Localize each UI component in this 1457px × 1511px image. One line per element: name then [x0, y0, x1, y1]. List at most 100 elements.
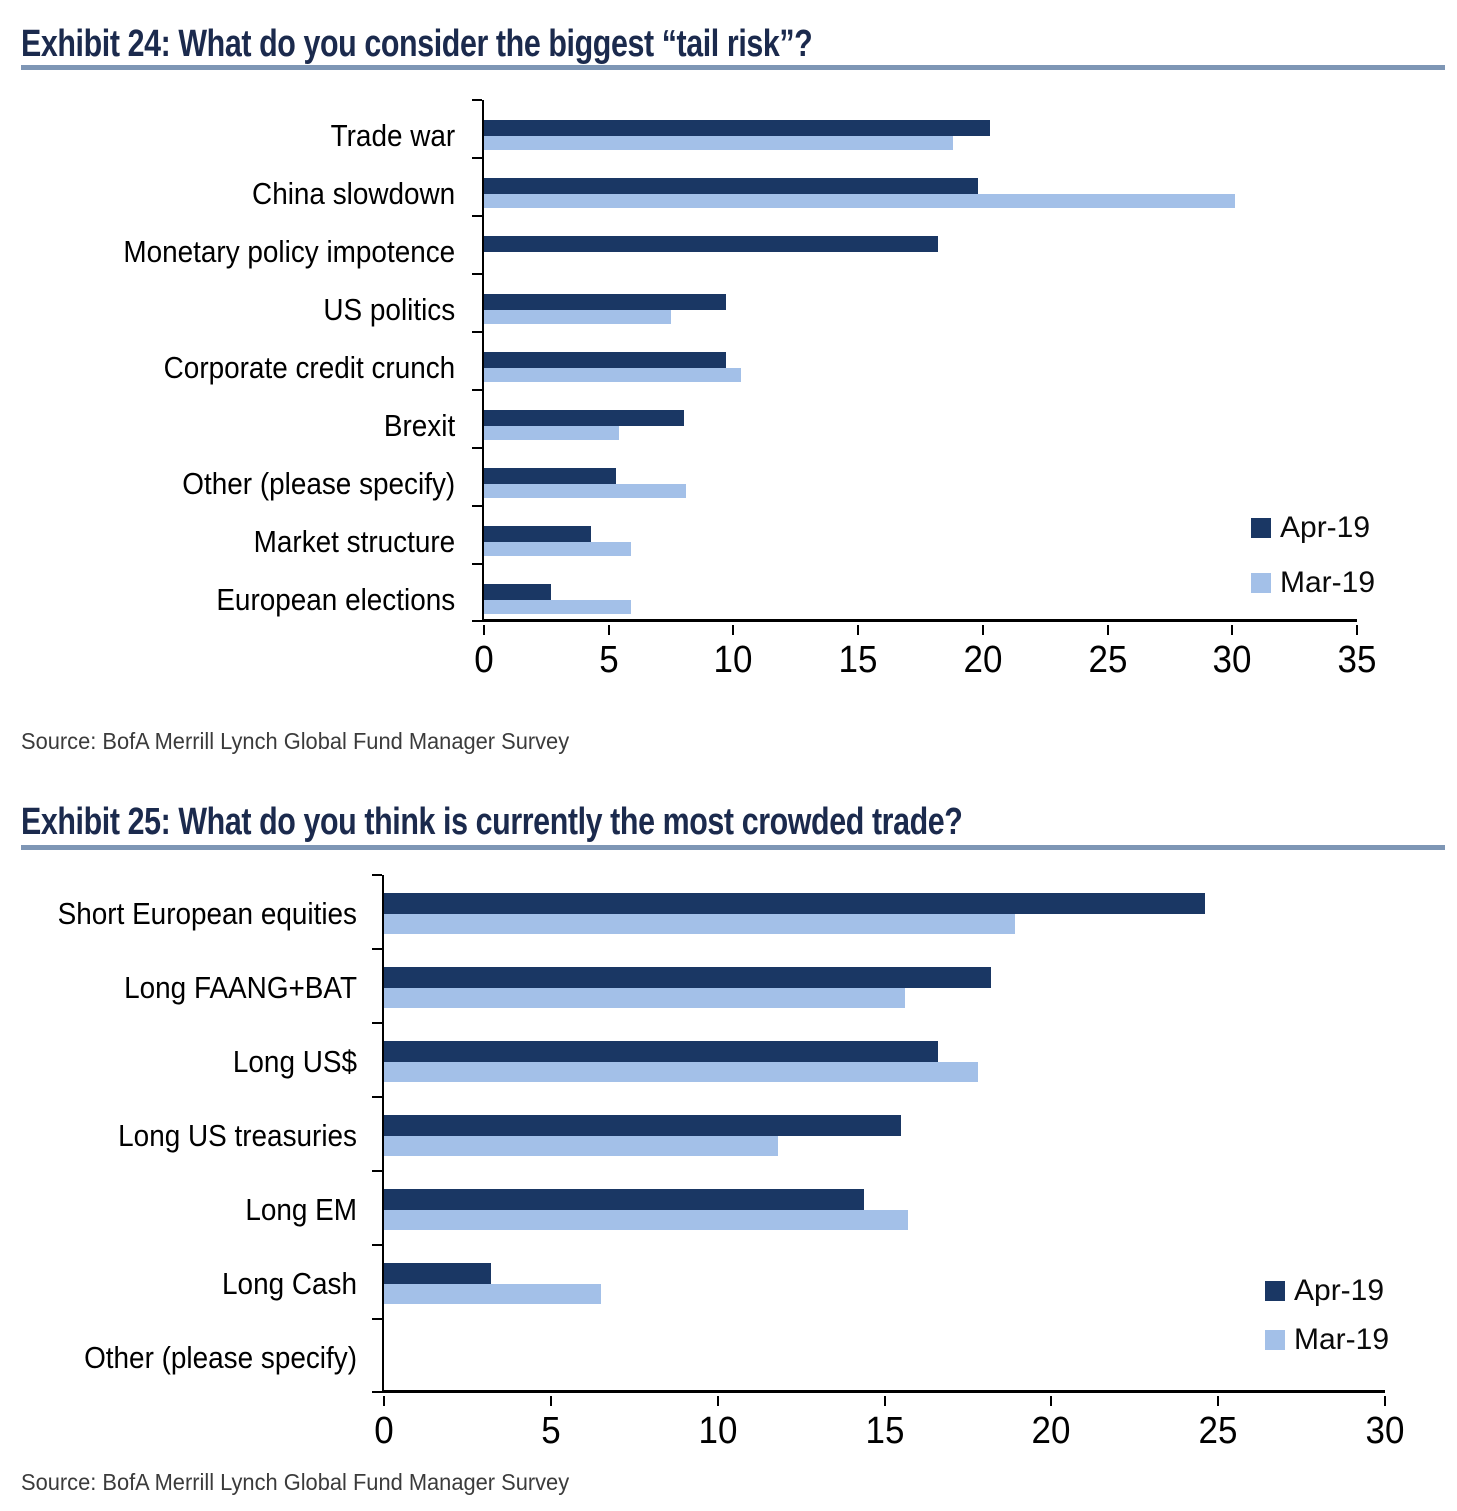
y-axis-tick	[372, 1022, 382, 1024]
y-axis-tick	[472, 447, 482, 449]
bar-group: Other (please specify)	[182, 448, 1357, 506]
y-axis-tick	[372, 948, 382, 950]
plot-area: Apr-19 Mar-19 Trade war China slowdown Mone…	[123, 99, 1376, 681]
bar-group: Long Cash	[222, 1245, 1385, 1319]
category-label: Brexit	[383, 408, 456, 443]
y-axis-tick	[372, 1318, 382, 1320]
legend-label: Mar-19	[1280, 566, 1376, 599]
bar-apr-19	[484, 178, 978, 194]
category-label: Monetary policy impotence	[123, 234, 456, 269]
bar-mar-19	[484, 136, 953, 150]
bar-mar-19	[384, 988, 905, 1008]
bar-mar-19	[384, 1284, 601, 1304]
bar-group: Monetary policy impotence	[123, 216, 1357, 274]
y-axis-tick	[472, 157, 482, 159]
x-axis-tick	[981, 625, 984, 635]
x-axis-tick	[1217, 1396, 1220, 1406]
category-label: Long FAANG+BAT	[124, 970, 357, 1005]
x-tick-label: 5	[541, 1410, 561, 1452]
bar-group: Long US$	[233, 1023, 1385, 1097]
x-tick-label: 10	[698, 1410, 738, 1452]
category-label: Long EM	[245, 1192, 357, 1227]
x-axis-tick	[383, 1396, 385, 1406]
bar-group: Long FAANG+BAT	[124, 949, 1385, 1023]
category-label: Long US$	[232, 1044, 357, 1079]
x-tick-label: 35	[1337, 639, 1377, 681]
bar-apr-19	[484, 294, 726, 310]
bar-group: Long US treasuries	[118, 1097, 1385, 1171]
legend-swatch-mar-19	[1265, 1329, 1285, 1350]
x-tick-label: 25	[1088, 639, 1128, 681]
exhibit-24-chart: Apr-19 Mar-19 Trade war China slowdown Mone…	[0, 99, 1457, 740]
bar-apr-19	[484, 410, 684, 426]
bar-group: US politics	[323, 274, 1357, 332]
legend-swatch-mar-19	[1251, 572, 1271, 593]
bar-group: Other (please specify)	[84, 1319, 1385, 1393]
bar-mar-19	[484, 542, 632, 556]
bar-apr-19	[484, 526, 592, 542]
bar-group: Short European equities	[58, 875, 1385, 949]
x-axis-tick	[1050, 1396, 1053, 1406]
bar-apr-19	[384, 1189, 865, 1210]
x-tick-label: 0	[374, 1410, 394, 1452]
category-label: Short European equities	[57, 896, 357, 931]
exhibit-25-title-underline	[21, 845, 1445, 850]
bar-group: Long EM	[245, 1171, 1385, 1245]
category-label: China slowdown	[252, 176, 456, 211]
legend: Apr-19 Mar-19	[1265, 1273, 1389, 1371]
y-axis-tick	[372, 1391, 382, 1393]
x-axis-tick	[732, 625, 735, 635]
category-label: Other (please specify)	[84, 1340, 357, 1375]
x-axis-tick	[1231, 625, 1234, 635]
y-axis-tick	[472, 505, 482, 507]
bar-group: China slowdown	[252, 158, 1357, 216]
bar-apr-19	[384, 893, 1205, 914]
bar-mar-19	[384, 1210, 908, 1230]
bar-group: Brexit	[384, 390, 1357, 448]
bar-apr-19	[384, 1115, 902, 1136]
bar-mar-19	[384, 1136, 778, 1156]
y-axis-tick	[472, 273, 482, 275]
x-tick-label: 0	[474, 639, 494, 681]
bar-mar-19	[484, 368, 741, 382]
category-label: Market structure	[253, 524, 456, 559]
category-label: Trade war	[330, 118, 456, 153]
bar-mar-19	[484, 484, 687, 498]
x-tick-label: 5	[598, 639, 619, 681]
x-tick-label: 10	[713, 639, 753, 681]
y-axis-tick	[472, 620, 482, 622]
bar-apr-19	[384, 967, 992, 988]
bar-mar-19	[484, 600, 632, 614]
bar-apr-19	[484, 352, 726, 368]
legend-swatch-apr-19	[1251, 517, 1271, 538]
exhibit-25-chart: Apr-19 Mar-19 Short European equities Long…	[0, 874, 1457, 1495]
legend-item: Mar-19	[1265, 1322, 1389, 1357]
x-axis-tick	[716, 1396, 719, 1406]
exhibit-24-title-underline	[21, 65, 1445, 70]
bar-mar-19	[484, 426, 619, 440]
x-axis-tick	[1356, 625, 1358, 635]
x-axis-tick	[1106, 625, 1109, 635]
y-axis-tick	[472, 389, 482, 391]
exhibit-24-source-note: Source: BofA Merrill Lynch Global Fund M…	[21, 728, 570, 754]
x-axis-tick	[883, 1396, 886, 1406]
x-tick-label: 15	[865, 1410, 904, 1452]
bar-apr-19	[484, 236, 938, 252]
y-axis-tick	[472, 331, 482, 333]
x-axis-tick	[607, 625, 610, 635]
y-axis-tick	[372, 1244, 382, 1246]
legend-label: Apr-19	[1294, 1274, 1385, 1307]
bar-mar-19	[484, 194, 1235, 208]
bar-group: Market structure	[254, 506, 1357, 564]
category-label: European elections	[216, 582, 456, 617]
legend: Apr-19 Mar-19	[1251, 510, 1375, 620]
x-tick-label: 20	[963, 639, 1003, 681]
category-label: US politics	[323, 292, 456, 327]
y-axis-tick	[472, 99, 482, 101]
bar-group: Trade war	[331, 100, 1357, 158]
x-tick-label: 20	[1031, 1410, 1071, 1452]
bar-apr-19	[384, 1263, 491, 1284]
bar-apr-19	[484, 584, 552, 600]
y-axis-tick	[372, 1096, 382, 1098]
